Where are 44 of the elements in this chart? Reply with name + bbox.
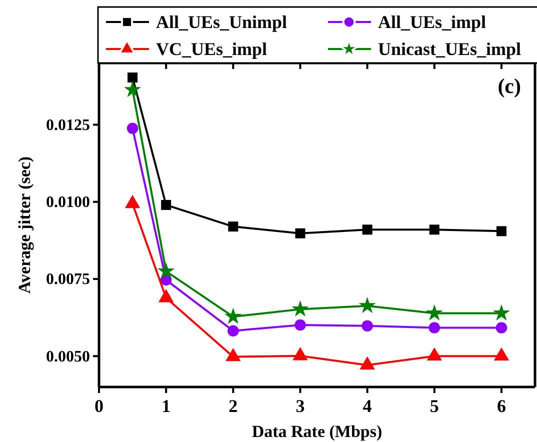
x-tick-label: 1 [162,396,171,416]
point [358,296,376,314]
x-tick-label: 4 [362,396,372,416]
point [128,72,138,83]
point [426,347,442,361]
y-tick-label: 0.0075 [46,271,90,288]
point [292,347,308,360]
point [294,319,306,331]
y-tick-label: 0.0125 [46,116,90,134]
point [292,300,309,316]
point [228,222,238,232]
point [158,289,174,302]
legend-label: All_UEs_impl [378,12,486,32]
x-tick-label: 0 [94,396,104,416]
legend-label: VC_UEs_impl [156,39,268,59]
point [360,356,375,370]
point [158,262,175,279]
y-tick-label: 0.0050 [46,348,90,366]
point [228,325,239,336]
point [161,200,172,210]
point [426,304,443,320]
annotation: (c) [498,74,521,98]
legend-label: All_UEs_Unimpl [156,12,288,32]
x-tick-label: 3 [296,396,305,416]
x-tick-label: 2 [228,396,238,416]
y-axis-title: Average jitter (sec) [15,156,34,294]
point [429,224,440,235]
point [494,347,510,361]
point [226,348,241,362]
point [362,224,372,235]
point [496,322,508,334]
point [126,122,138,134]
y-tick-label: 0.0100 [46,194,90,211]
point [362,320,373,332]
x-axis-title: Data Rate (Mbps) [252,422,382,441]
point [124,80,142,98]
point [428,322,440,334]
point [224,308,242,324]
x-tick-label: 5 [430,396,439,416]
point [496,226,506,236]
point [492,304,510,320]
x-tick-label: 6 [496,396,506,416]
legend-label: Unicast_UEs_impl [378,39,522,59]
point [295,228,306,238]
